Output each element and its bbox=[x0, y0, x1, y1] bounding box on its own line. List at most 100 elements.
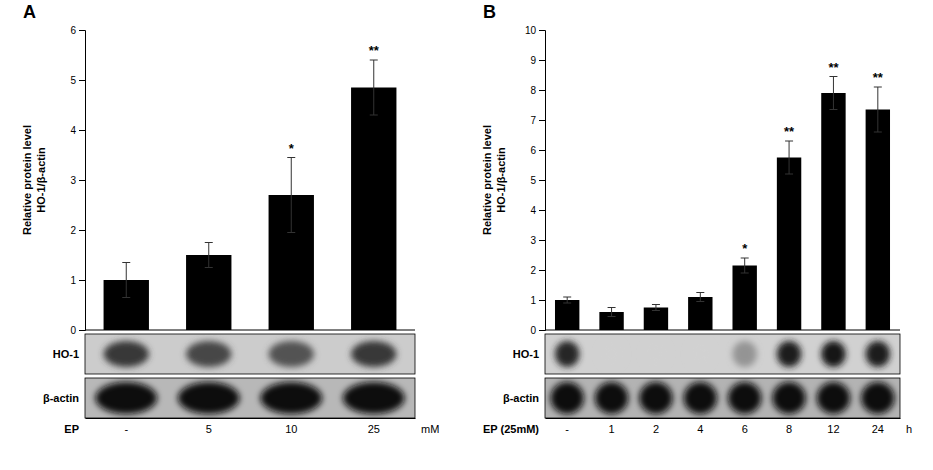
y-axis-title: Relative protein levelHO-1/β-actin bbox=[21, 125, 47, 235]
panel: 0123456***Relative protein levelHO-1/β-a… bbox=[21, 2, 439, 435]
error-bar bbox=[608, 308, 616, 317]
blot-band bbox=[351, 341, 396, 367]
axis-line bbox=[546, 418, 901, 419]
tick: 4 bbox=[70, 125, 85, 136]
significance: ** bbox=[369, 43, 380, 58]
blot-band bbox=[732, 341, 756, 367]
tick-label: 8 bbox=[786, 423, 792, 435]
tick: 8 bbox=[786, 423, 792, 435]
blot-band bbox=[269, 341, 314, 367]
blot-background bbox=[85, 378, 415, 418]
blot bbox=[85, 334, 415, 374]
plot-area bbox=[104, 60, 397, 330]
panel: 012345678910*******Relative protein leve… bbox=[481, 2, 912, 435]
tick-mark bbox=[79, 180, 85, 181]
significance: ** bbox=[828, 60, 839, 75]
tick-label: 3 bbox=[530, 235, 536, 246]
error-bar bbox=[696, 293, 704, 302]
x-axis-title: EP bbox=[64, 423, 79, 435]
axis-line bbox=[86, 418, 416, 419]
tick: 1 bbox=[609, 423, 615, 435]
blot bbox=[545, 334, 900, 374]
tick: 10 bbox=[525, 25, 545, 36]
blot-band bbox=[551, 382, 584, 414]
tick: 9 bbox=[530, 55, 545, 66]
tick-mark bbox=[539, 60, 545, 61]
plot-area bbox=[555, 77, 890, 331]
tick-mark bbox=[539, 210, 545, 211]
blot-band bbox=[178, 382, 240, 414]
tick-label: 2 bbox=[70, 225, 76, 236]
error-bar bbox=[829, 77, 837, 110]
tick-label: 10 bbox=[285, 423, 297, 435]
tick-label: 6 bbox=[742, 423, 748, 435]
blot-band bbox=[104, 341, 149, 367]
x-axis: -51025 bbox=[86, 419, 416, 435]
panel-title: B bbox=[483, 2, 496, 22]
blot-band bbox=[861, 382, 894, 414]
y-axis-title-line: HO-1/β-actin bbox=[35, 147, 47, 213]
bar bbox=[732, 266, 756, 331]
tick: 3 bbox=[70, 175, 85, 186]
blot-frame bbox=[85, 378, 415, 418]
tick-mark bbox=[539, 90, 545, 91]
error-bar bbox=[370, 60, 378, 115]
tick-label: 8 bbox=[530, 85, 536, 96]
error-bar bbox=[205, 243, 213, 268]
blot-frame bbox=[85, 334, 415, 374]
tick: - bbox=[565, 423, 569, 435]
blot-label: β-actin bbox=[503, 392, 539, 404]
error-bar bbox=[652, 305, 660, 311]
tick: 0 bbox=[70, 325, 85, 336]
tick-mark bbox=[79, 330, 85, 331]
x-axis: -124681224 bbox=[546, 419, 901, 435]
tick-mark bbox=[539, 300, 545, 301]
blot-band bbox=[772, 382, 805, 414]
tick-label: 1 bbox=[530, 295, 536, 306]
blot-band bbox=[186, 341, 231, 367]
error-bar bbox=[287, 158, 295, 233]
blot-band bbox=[595, 382, 628, 414]
tick: 3 bbox=[530, 235, 545, 246]
y-axis: 0123456 bbox=[70, 25, 85, 336]
blot-band bbox=[777, 341, 801, 367]
tick: - bbox=[124, 423, 128, 435]
tick-label: 5 bbox=[530, 175, 536, 186]
y-axis-title-line: Relative protein level bbox=[21, 125, 33, 235]
blot-label: HO-1 bbox=[513, 348, 539, 360]
error-bar bbox=[785, 141, 793, 174]
x-axis-unit: h bbox=[906, 423, 912, 435]
tick-label: 0 bbox=[70, 325, 76, 336]
tick: 2 bbox=[653, 423, 659, 435]
blot-band bbox=[728, 382, 761, 414]
tick-mark bbox=[539, 180, 545, 181]
blot bbox=[85, 378, 415, 418]
tick-label: 4 bbox=[530, 205, 536, 216]
bar bbox=[777, 158, 801, 331]
tick: 0 bbox=[530, 325, 545, 336]
tick: 1 bbox=[70, 275, 85, 286]
panel-title: A bbox=[23, 2, 36, 22]
tick: 24 bbox=[872, 423, 884, 435]
error-bar bbox=[122, 263, 130, 298]
significance: * bbox=[742, 241, 748, 256]
tick-mark bbox=[539, 150, 545, 151]
error-bar bbox=[874, 87, 882, 132]
blot-band bbox=[688, 341, 712, 367]
blot bbox=[545, 378, 900, 418]
tick-label: 5 bbox=[70, 75, 76, 86]
tick-label: 7 bbox=[530, 115, 536, 126]
tick: 10 bbox=[285, 423, 297, 435]
blot-band bbox=[599, 341, 623, 367]
tick-mark bbox=[79, 30, 85, 31]
tick-label: 0 bbox=[530, 325, 536, 336]
tick-mark bbox=[79, 130, 85, 131]
blot-band bbox=[260, 382, 322, 414]
baseline bbox=[545, 330, 900, 331]
tick-mark bbox=[539, 330, 545, 331]
tick-label: - bbox=[124, 423, 128, 435]
error-bar bbox=[741, 258, 749, 273]
tick: 5 bbox=[530, 175, 545, 186]
blot-band bbox=[95, 382, 157, 414]
tick-label: 2 bbox=[530, 265, 536, 276]
